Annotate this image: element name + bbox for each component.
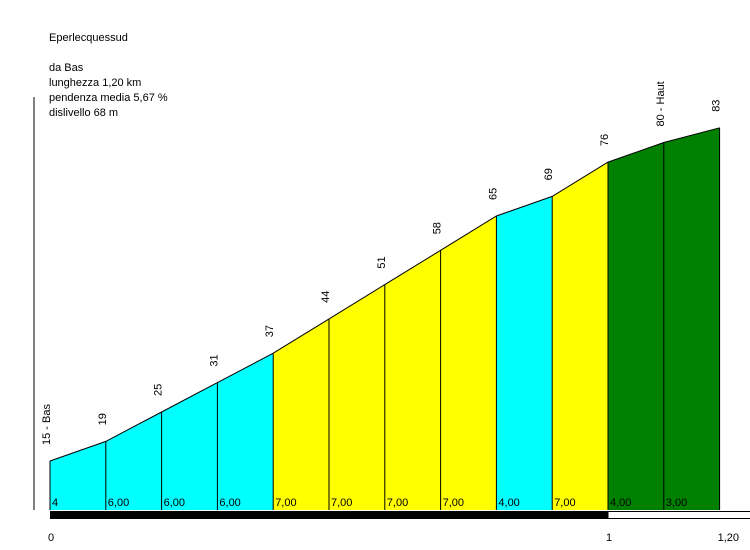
gradient-label: 3,00: [666, 497, 687, 509]
altitude-label: 44: [320, 291, 332, 303]
climb-name: Eperlecquessud: [49, 32, 128, 44]
profile-segment: [496, 196, 553, 510]
climb-info: Eperlecquessud da Bas lunghezza 1,20 km …: [49, 31, 168, 121]
altitude-label: 69: [543, 168, 555, 180]
altitude-label: 76: [599, 134, 611, 146]
altitude-label: 83: [711, 100, 723, 112]
altitude-label: 37: [264, 325, 276, 337]
profile-segment: [608, 142, 664, 510]
distance-bar-empty: [607, 511, 750, 519]
gradient-label: 4,00: [610, 497, 631, 509]
gradient-label: 6,00: [164, 497, 185, 509]
gradient-label: 7,00: [387, 497, 408, 509]
start-point: da Bas: [49, 62, 84, 74]
climb-length: lunghezza 1,20 km: [49, 77, 142, 89]
gradient-label: 6,00: [219, 497, 240, 509]
gradient-label: 7,00: [331, 497, 352, 509]
gradient-label: 7,00: [275, 497, 296, 509]
gradient-label: 6,00: [108, 497, 129, 509]
profile-segment: [440, 216, 497, 510]
altitude-label: 31: [208, 354, 220, 366]
profile-segment: [663, 127, 720, 511]
profile-outline: [49, 127, 720, 462]
average-gradient: pendenza media 5,67 %: [49, 92, 168, 104]
altitude-label: 25: [153, 384, 165, 396]
elevation-gain: dislivello 68 m: [49, 107, 119, 119]
km-tick-label: 1: [606, 532, 612, 544]
gradient-label: 7,00: [443, 497, 464, 509]
profile-segment: [552, 162, 608, 510]
altitude-label: 51: [376, 256, 388, 268]
profile-segment: [161, 382, 218, 510]
km-tick-label: 1,20: [718, 532, 739, 544]
profile-segment: [217, 353, 274, 510]
gradient-label: 4: [52, 497, 58, 509]
distance-bar-filled: [50, 511, 608, 519]
gradient-label: 4,00: [498, 497, 519, 509]
km-tick-label: 0: [48, 532, 54, 544]
profile-segment: [50, 441, 106, 510]
altitude-label: 15 - Bas: [41, 404, 53, 445]
profile-segment: [273, 318, 329, 510]
profile-segment: [384, 250, 441, 511]
altitude-label: 19: [97, 413, 109, 425]
altitude-label: 65: [487, 188, 499, 200]
altitude-label: 58: [432, 222, 444, 234]
profile-segment: [329, 284, 385, 510]
gradient-label: 7,00: [554, 497, 575, 509]
altitude-label: 80 - Haut: [655, 81, 667, 126]
profile-segment: [105, 412, 162, 510]
